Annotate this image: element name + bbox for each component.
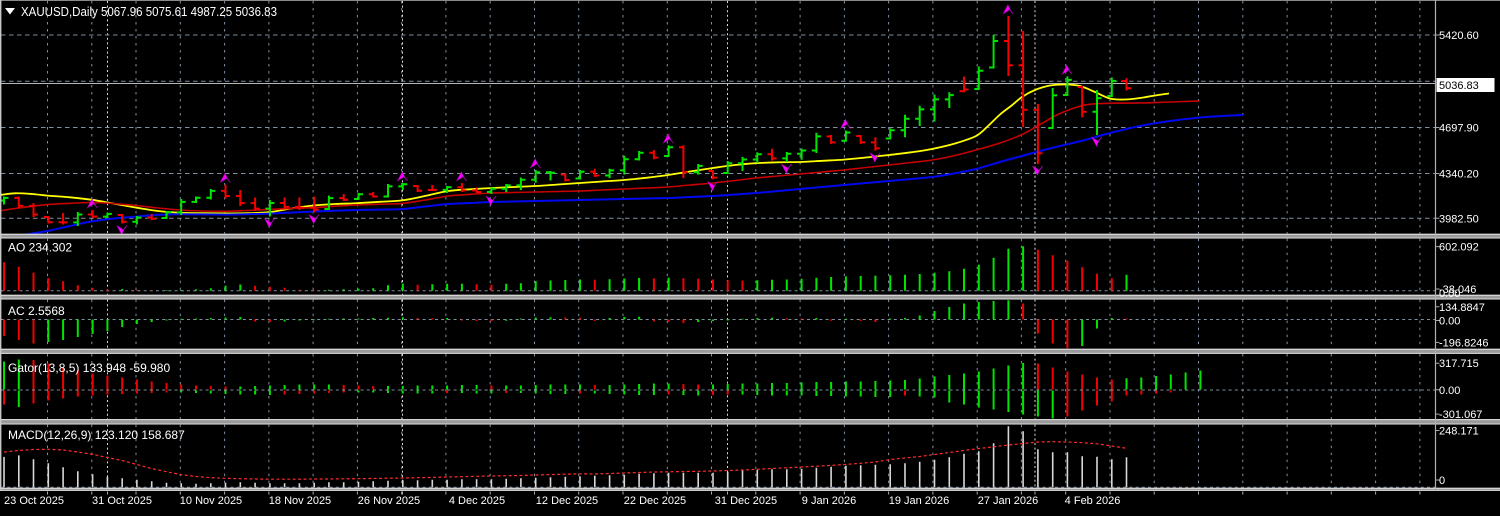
svg-text:4 Dec 2025: 4 Dec 2025 [449, 495, 505, 507]
svg-text:0.00: 0.00 [1439, 385, 1460, 397]
svg-text:AC 2.5568: AC 2.5568 [8, 304, 65, 318]
svg-text:27 Jan 2026: 27 Jan 2026 [978, 495, 1039, 507]
svg-text:31 Oct 2025: 31 Oct 2025 [92, 495, 152, 507]
svg-text:18 Nov 2025: 18 Nov 2025 [269, 495, 331, 507]
svg-text:4 Feb 2026: 4 Feb 2026 [1065, 495, 1121, 507]
svg-text:602.092: 602.092 [1439, 242, 1479, 254]
svg-text:134.8847: 134.8847 [1439, 302, 1485, 314]
svg-text:5420.60: 5420.60 [1439, 30, 1479, 42]
svg-text:12 Dec 2025: 12 Dec 2025 [536, 495, 598, 507]
svg-text:248.171: 248.171 [1439, 426, 1479, 438]
svg-text:0.00: 0.00 [1439, 288, 1460, 300]
svg-text:23 Oct 2025: 23 Oct 2025 [4, 495, 64, 507]
svg-text:22 Dec 2025: 22 Dec 2025 [624, 495, 686, 507]
svg-text:-38.046: -38.046 [1439, 284, 1476, 296]
svg-text:19 Jan 2026: 19 Jan 2026 [889, 495, 950, 507]
svg-text:AO 234.302: AO 234.302 [8, 241, 72, 255]
svg-text:Gator(13,8,5) 133.948 -59.980: Gator(13,8,5) 133.948 -59.980 [8, 361, 170, 375]
svg-text:9 Jan 2026: 9 Jan 2026 [802, 495, 856, 507]
svg-text:MACD(12,26,9) 123.120 158.687: MACD(12,26,9) 123.120 158.687 [8, 428, 185, 442]
svg-text:10 Nov 2025: 10 Nov 2025 [180, 495, 242, 507]
svg-text:5036.83: 5036.83 [1439, 80, 1479, 92]
svg-text:-196.8246: -196.8246 [1439, 337, 1489, 349]
svg-text:0.00: 0.00 [1439, 316, 1460, 328]
svg-text:3982.50: 3982.50 [1439, 213, 1479, 225]
svg-text:4697.90: 4697.90 [1439, 123, 1479, 135]
svg-text:31 Dec 2025: 31 Dec 2025 [715, 495, 777, 507]
svg-text:4340.20: 4340.20 [1439, 169, 1479, 181]
svg-text:-301.067: -301.067 [1439, 409, 1482, 421]
svg-text:26 Nov 2025: 26 Nov 2025 [358, 495, 420, 507]
svg-text:XAUUSD,Daily 5067.96 5075.61 4: XAUUSD,Daily 5067.96 5075.61 4987.25 503… [21, 4, 277, 19]
svg-text:0: 0 [1439, 475, 1445, 487]
svg-text:317.715: 317.715 [1439, 358, 1479, 370]
